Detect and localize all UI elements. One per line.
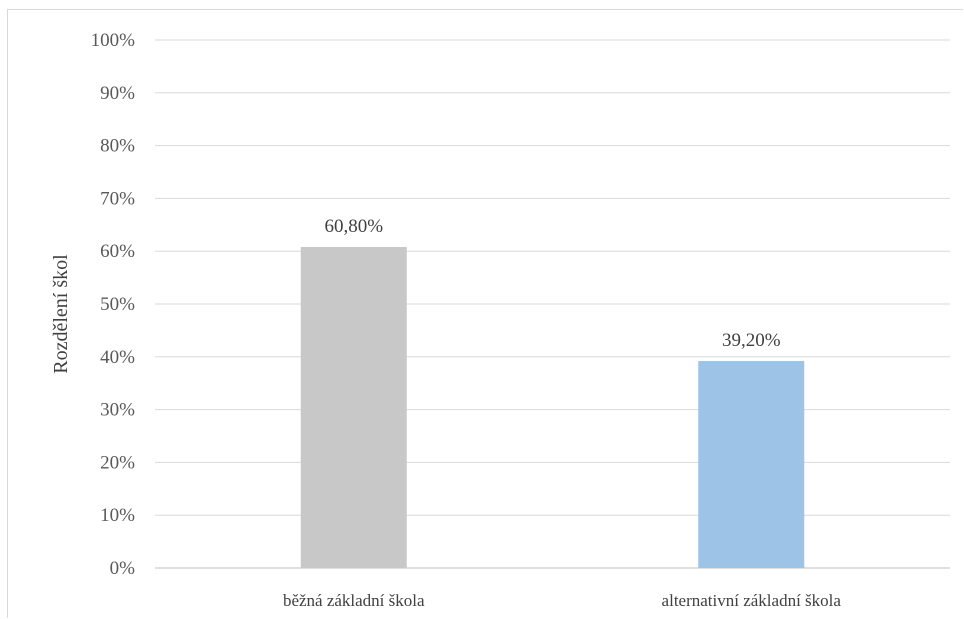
y-tick-label: 40%: [100, 347, 135, 368]
x-category-label: alternativní základní škola: [662, 591, 842, 610]
y-tick-label: 70%: [100, 188, 135, 209]
y-tick-label: 10%: [100, 505, 135, 526]
y-tick-label: 50%: [100, 294, 135, 315]
y-tick-label: 20%: [100, 452, 135, 473]
data-labels: 60,80% 39,20%: [324, 216, 780, 351]
y-tick-label: 60%: [100, 241, 135, 262]
y-tick-label: 80%: [100, 136, 135, 157]
y-tick-label: 0%: [110, 558, 136, 579]
y-tick-label: 30%: [100, 400, 135, 421]
bar: [300, 246, 407, 568]
chart-frame: [7, 9, 963, 618]
data-label: 60,80%: [324, 216, 383, 237]
grid-lines: [155, 39, 950, 569]
y-tick-label: 90%: [100, 83, 135, 104]
x-category-label: běžná základní škola: [283, 591, 425, 610]
bars: [300, 246, 805, 568]
y-tick-label: 100%: [91, 30, 136, 51]
y-axis-title: Rozdělení škol: [50, 254, 72, 374]
data-label: 39,20%: [722, 330, 781, 351]
bar: [698, 361, 805, 568]
y-axis-tick-labels: 0% 10% 20% 30% 40% 50% 60% 70% 80% 90% 100%: [91, 30, 136, 579]
x-axis-category-labels: běžná základní škola alternativní základn…: [283, 591, 841, 610]
